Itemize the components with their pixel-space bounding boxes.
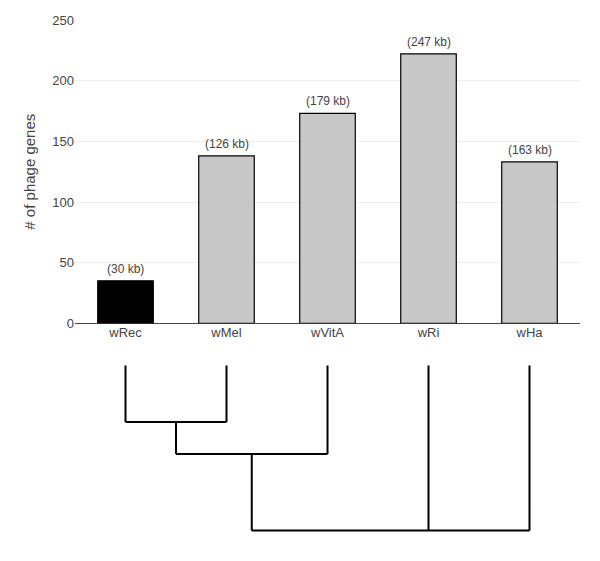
svg-text:100: 100 [52, 195, 74, 210]
svg-text:# of phage genes: # of phage genes [21, 114, 38, 230]
svg-text:50: 50 [60, 255, 74, 270]
svg-text:wRec: wRec [108, 325, 142, 340]
svg-text:(126 kb): (126 kb) [205, 137, 249, 151]
svg-text:(163 kb): (163 kb) [508, 143, 552, 157]
svg-text:200: 200 [52, 73, 74, 88]
svg-text:wRi: wRi [417, 325, 440, 340]
svg-text:wHa: wHa [515, 325, 543, 340]
svg-text:(30 kb): (30 kb) [107, 262, 144, 276]
svg-text:250: 250 [52, 13, 74, 28]
svg-text:wVitA: wVitA [310, 325, 344, 340]
svg-text:(179 kb): (179 kb) [306, 94, 350, 108]
svg-text:(247 kb): (247 kb) [407, 35, 451, 49]
svg-text:0: 0 [67, 316, 74, 331]
svg-text:150: 150 [52, 134, 74, 149]
svg-text:wMel: wMel [210, 325, 241, 340]
